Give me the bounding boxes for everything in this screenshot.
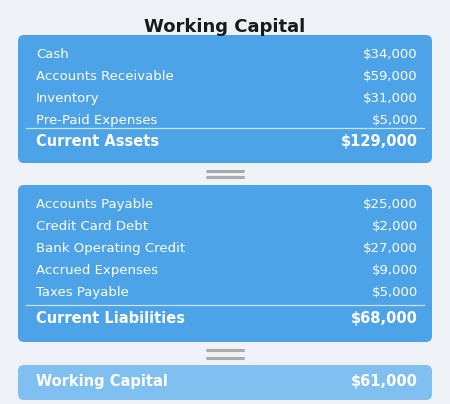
Text: $9,000: $9,000 <box>372 264 418 277</box>
Text: $59,000: $59,000 <box>364 70 418 83</box>
Text: $5,000: $5,000 <box>372 114 418 127</box>
Text: Bank Operating Credit: Bank Operating Credit <box>36 242 185 255</box>
Text: Taxes Payable: Taxes Payable <box>36 286 129 299</box>
Text: $68,000: $68,000 <box>351 311 418 326</box>
Text: Current Assets: Current Assets <box>36 134 159 149</box>
Text: Credit Card Debt: Credit Card Debt <box>36 220 148 233</box>
Text: Accounts Payable: Accounts Payable <box>36 198 153 211</box>
Text: $61,000: $61,000 <box>351 374 418 389</box>
FancyBboxPatch shape <box>18 365 432 400</box>
Text: $34,000: $34,000 <box>364 48 418 61</box>
Text: $31,000: $31,000 <box>363 92 418 105</box>
Text: $27,000: $27,000 <box>363 242 418 255</box>
FancyBboxPatch shape <box>18 35 432 163</box>
Text: Working Capital: Working Capital <box>36 374 168 389</box>
Text: Current Liabilities: Current Liabilities <box>36 311 185 326</box>
Text: Inventory: Inventory <box>36 92 99 105</box>
Text: Pre-Paid Expenses: Pre-Paid Expenses <box>36 114 158 127</box>
Text: $129,000: $129,000 <box>341 134 418 149</box>
FancyBboxPatch shape <box>18 185 432 342</box>
Text: Accounts Receivable: Accounts Receivable <box>36 70 174 83</box>
Text: $5,000: $5,000 <box>372 286 418 299</box>
Text: Accrued Expenses: Accrued Expenses <box>36 264 158 277</box>
Text: $25,000: $25,000 <box>363 198 418 211</box>
Text: Cash: Cash <box>36 48 69 61</box>
Text: Working Capital: Working Capital <box>144 18 306 36</box>
Text: $2,000: $2,000 <box>372 220 418 233</box>
